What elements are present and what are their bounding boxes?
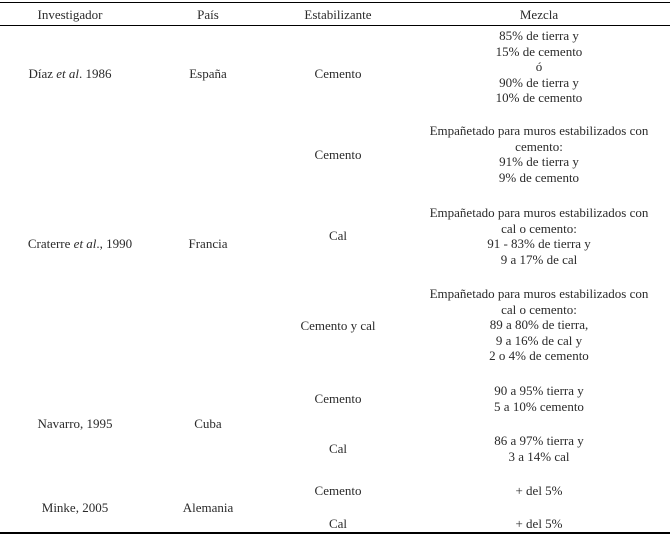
investigador-year: . 1986 [79, 66, 112, 81]
cell-estabilizante: Cemento [314, 391, 362, 406]
mezcla-line: 15% de cemento [495, 43, 583, 59]
cell-mezcla: Empañetado para muros estabilizados con … [408, 205, 670, 267]
header-mezcla: Mezcla [519, 7, 559, 22]
cell-estabilizante: Cal [328, 516, 348, 531]
mezcla-line: 85% de tierra y [499, 28, 579, 43]
mezcla-line: + del 5% [515, 483, 563, 498]
mezcla-line: 91 - 83% de tierra y [487, 236, 591, 251]
mezcla-line: 5 a 10% cemento [494, 398, 584, 414]
mezcla-line: cal o cemento: [501, 301, 577, 317]
mezcla-line: 86 a 97% tierra y [494, 433, 584, 448]
top-rule [0, 2, 670, 3]
header-rule [0, 25, 670, 26]
cell-estabilizante: Cemento [314, 483, 362, 498]
cell-mezcla: + del 5% [408, 516, 670, 532]
mezcla-line: Empañetado para muros estabilizados con [429, 205, 649, 220]
mezcla-line: 3 a 14% cal [508, 448, 570, 464]
investigador-text: Craterre [27, 236, 74, 251]
cell-mezcla: Empañetado para muros estabilizados con … [408, 286, 670, 364]
cell-pais-espana: España [189, 66, 227, 81]
cell-estabilizante: Cemento [314, 66, 362, 81]
investigador-italic: et al [56, 66, 80, 81]
mezcla-line: 90 a 95% tierra y [494, 383, 584, 398]
mezcla-line: 90% de tierra y [499, 74, 579, 90]
mezcla-line: cal o cemento: [501, 220, 577, 236]
mezcla-line: Empañetado para muros estabilizados con [429, 123, 649, 138]
mezcla-line: 10% de cemento [495, 90, 583, 105]
mezcla-line: Empañetado para muros estabilizados con [429, 286, 649, 301]
cell-investigador-navarro: Navarro, 1995 [37, 416, 113, 431]
cell-mezcla: + del 5% [408, 483, 670, 499]
investigador-year: ., 1990 [96, 236, 133, 251]
header-estabilizante: Estabilizante [304, 7, 372, 22]
cell-estabilizante: Cemento y cal [300, 318, 376, 333]
cell-mezcla: 86 a 97% tierra y 3 a 14% cal [408, 433, 670, 464]
mezcla-line: cemento: [515, 138, 563, 154]
mezcla-line: + del 5% [515, 516, 563, 531]
cell-estabilizante: Cal [328, 441, 348, 456]
cell-investigador-minke: Minke, 2005 [41, 500, 109, 515]
bottom-rule [0, 532, 670, 534]
header-pais: País [197, 7, 219, 22]
header-investigador: Investigador [37, 7, 103, 22]
mezcla-line: 9 a 17% de cal [500, 251, 578, 267]
cell-investigador-diaz: Díaz et al. 1986 [0, 66, 140, 82]
mezcla-line: 9% de cemento [498, 169, 580, 185]
cell-estabilizante: Cemento [314, 147, 362, 162]
investigador-italic: et al [73, 236, 97, 251]
mezcla-line: 89 a 80% de tierra, [489, 317, 589, 332]
cell-mezcla: 90 a 95% tierra y 5 a 10% cemento [408, 383, 670, 414]
cell-mezcla: Empañetado para muros estabilizados con … [408, 123, 670, 185]
cell-pais-alemania: Alemania [182, 500, 234, 515]
cell-pais-cuba: Cuba [194, 416, 222, 431]
mezcla-line: 91% de tierra y [499, 154, 579, 169]
investigador-text: Díaz [28, 66, 57, 81]
mezcla-line: 9 a 16% de cal y [495, 332, 583, 348]
cell-investigador-craterre: Craterre et al., 1990 [0, 236, 160, 252]
cell-mezcla: 85% de tierra y 15% de cemento ó 90% de … [408, 28, 670, 106]
cell-estabilizante: Cal [328, 228, 348, 243]
mezcla-line: ó [535, 59, 543, 74]
mezcla-line: 2 o 4% de cemento [489, 348, 589, 363]
cell-pais-francia: Francia [188, 236, 228, 251]
